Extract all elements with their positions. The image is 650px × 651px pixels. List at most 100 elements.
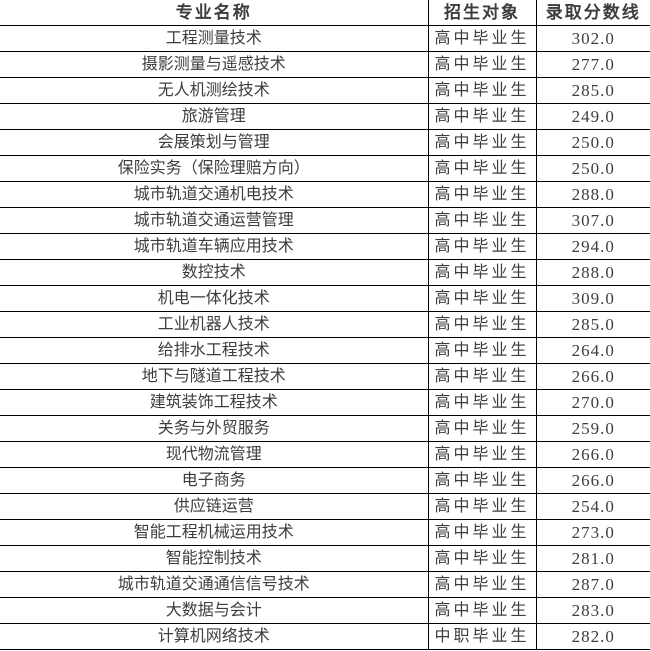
admission-score-cell: 266.0 xyxy=(535,441,650,468)
enrollment-target-cell: 高中毕业生 xyxy=(427,25,536,52)
table-row: 数控技术 高中毕业生 288.0 xyxy=(0,259,650,286)
table-row: 会展策划与管理 高中毕业生 250.0 xyxy=(0,129,650,156)
enrollment-target-cell: 高中毕业生 xyxy=(427,441,536,468)
enrollment-target-cell: 高中毕业生 xyxy=(427,103,536,130)
table-row: 机电一体化技术 高中毕业生 309.0 xyxy=(0,285,650,312)
admission-score-cell: 250.0 xyxy=(535,155,650,182)
admission-score-cell: 288.0 xyxy=(535,181,650,208)
admission-score-cell: 309.0 xyxy=(535,285,650,312)
admission-score-cell: 270.0 xyxy=(535,389,650,416)
enrollment-target-cell: 高中毕业生 xyxy=(427,493,536,520)
table-row: 摄影测量与遥感技术 高中毕业生 277.0 xyxy=(0,51,650,78)
admission-score-cell: 307.0 xyxy=(535,207,650,234)
admission-score-cell: 277.0 xyxy=(535,51,650,78)
major-name-cell: 智能控制技术 xyxy=(0,545,428,572)
admission-score-cell: 281.0 xyxy=(535,545,650,572)
table-row: 无人机测绘技术 高中毕业生 285.0 xyxy=(0,77,650,104)
major-name-cell: 现代物流管理 xyxy=(0,441,428,468)
table-row: 工程测量技术 高中毕业生 302.0 xyxy=(0,25,650,52)
enrollment-target-cell: 高中毕业生 xyxy=(427,155,536,182)
major-name-cell: 工业机器人技术 xyxy=(0,311,428,338)
table-row: 电子商务 高中毕业生 266.0 xyxy=(0,467,650,494)
table-row: 城市轨道交通运营管理 高中毕业生 307.0 xyxy=(0,207,650,234)
table-row: 给排水工程技术 高中毕业生 264.0 xyxy=(0,337,650,364)
column-header-major-name: 专业名称 xyxy=(0,0,428,26)
enrollment-target-cell: 高中毕业生 xyxy=(427,285,536,312)
major-name-cell: 摄影测量与遥感技术 xyxy=(0,51,428,78)
major-name-cell: 关务与外贸服务 xyxy=(0,415,428,442)
enrollment-target-cell: 高中毕业生 xyxy=(427,129,536,156)
admission-score-cell: 287.0 xyxy=(535,571,650,598)
admission-score-cell: 273.0 xyxy=(535,519,650,546)
major-name-cell: 保险实务（保险理赔方向） xyxy=(0,155,428,182)
admission-score-cell: 282.0 xyxy=(535,623,650,650)
table-row: 大数据与会计 高中毕业生 283.0 xyxy=(0,597,650,624)
admission-score-cell: 285.0 xyxy=(535,77,650,104)
major-name-cell: 计算机网络技术 xyxy=(0,623,428,650)
major-name-cell: 大数据与会计 xyxy=(0,597,428,624)
major-name-cell: 城市轨道交通运营管理 xyxy=(0,207,428,234)
enrollment-target-cell: 高中毕业生 xyxy=(427,259,536,286)
table-row: 建筑装饰工程技术 高中毕业生 270.0 xyxy=(0,389,650,416)
major-name-cell: 给排水工程技术 xyxy=(0,337,428,364)
admission-score-cell: 259.0 xyxy=(535,415,650,442)
enrollment-target-cell: 高中毕业生 xyxy=(427,571,536,598)
admission-score-cell: 254.0 xyxy=(535,493,650,520)
enrollment-target-cell: 高中毕业生 xyxy=(427,311,536,338)
table-row: 城市轨道车辆应用技术 高中毕业生 294.0 xyxy=(0,233,650,260)
enrollment-target-cell: 高中毕业生 xyxy=(427,363,536,390)
enrollment-target-cell: 高中毕业生 xyxy=(427,207,536,234)
table-row: 计算机网络技术 中职毕业生 282.0 xyxy=(0,623,650,650)
enrollment-target-cell: 高中毕业生 xyxy=(427,389,536,416)
major-name-cell: 数控技术 xyxy=(0,259,428,286)
header-row: 专业名称 招生对象 录取分数线 xyxy=(0,0,650,26)
major-name-cell: 智能工程机械运用技术 xyxy=(0,519,428,546)
major-name-cell: 无人机测绘技术 xyxy=(0,77,428,104)
enrollment-target-cell: 高中毕业生 xyxy=(427,519,536,546)
major-name-cell: 地下与隧道工程技术 xyxy=(0,363,428,390)
enrollment-target-cell: 高中毕业生 xyxy=(427,51,536,78)
major-name-cell: 城市轨道交通机电技术 xyxy=(0,181,428,208)
table-body: 工程测量技术 高中毕业生 302.0 摄影测量与遥感技术 高中毕业生 277.0 无人机测绘… xyxy=(0,25,650,650)
admission-score-cell: 302.0 xyxy=(535,25,650,52)
table-row: 工业机器人技术 高中毕业生 285.0 xyxy=(0,311,650,338)
admission-score-cell: 285.0 xyxy=(535,311,650,338)
table-row: 城市轨道交通通信信号技术 高中毕业生 287.0 xyxy=(0,571,650,598)
major-name-cell: 旅游管理 xyxy=(0,103,428,130)
enrollment-target-cell: 高中毕业生 xyxy=(427,233,536,260)
table-row: 旅游管理 高中毕业生 249.0 xyxy=(0,103,650,130)
admission-score-cell: 250.0 xyxy=(535,129,650,156)
admission-score-cell: 266.0 xyxy=(535,467,650,494)
table-row: 关务与外贸服务 高中毕业生 259.0 xyxy=(0,415,650,442)
admission-score-cell: 294.0 xyxy=(535,233,650,260)
table-row: 智能工程机械运用技术 高中毕业生 273.0 xyxy=(0,519,650,546)
table-row: 地下与隧道工程技术 高中毕业生 266.0 xyxy=(0,363,650,390)
column-header-enrollment-target: 招生对象 xyxy=(427,0,536,26)
admission-score-cell: 249.0 xyxy=(535,103,650,130)
table-row: 城市轨道交通机电技术 高中毕业生 288.0 xyxy=(0,181,650,208)
admission-score-cell: 266.0 xyxy=(535,363,650,390)
major-name-cell: 城市轨道车辆应用技术 xyxy=(0,233,428,260)
admission-score-cell: 264.0 xyxy=(535,337,650,364)
column-header-admission-score: 录取分数线 xyxy=(535,0,650,26)
enrollment-target-cell: 高中毕业生 xyxy=(427,597,536,624)
enrollment-target-cell: 高中毕业生 xyxy=(427,337,536,364)
table-row: 保险实务（保险理赔方向） 高中毕业生 250.0 xyxy=(0,155,650,182)
major-name-cell: 城市轨道交通通信信号技术 xyxy=(0,571,428,598)
enrollment-target-cell: 高中毕业生 xyxy=(427,467,536,494)
table-row: 现代物流管理 高中毕业生 266.0 xyxy=(0,441,650,468)
admission-score-cell: 283.0 xyxy=(535,597,650,624)
major-name-cell: 电子商务 xyxy=(0,467,428,494)
table-row: 智能控制技术 高中毕业生 281.0 xyxy=(0,545,650,572)
major-name-cell: 建筑装饰工程技术 xyxy=(0,389,428,416)
table-row: 供应链运营 高中毕业生 254.0 xyxy=(0,493,650,520)
admission-score-cell: 288.0 xyxy=(535,259,650,286)
enrollment-target-cell: 高中毕业生 xyxy=(427,545,536,572)
major-name-cell: 会展策划与管理 xyxy=(0,129,428,156)
enrollment-target-cell: 高中毕业生 xyxy=(427,181,536,208)
major-name-cell: 供应链运营 xyxy=(0,493,428,520)
enrollment-target-cell: 高中毕业生 xyxy=(427,77,536,104)
enrollment-target-cell: 中职毕业生 xyxy=(427,623,536,650)
major-name-cell: 机电一体化技术 xyxy=(0,285,428,312)
